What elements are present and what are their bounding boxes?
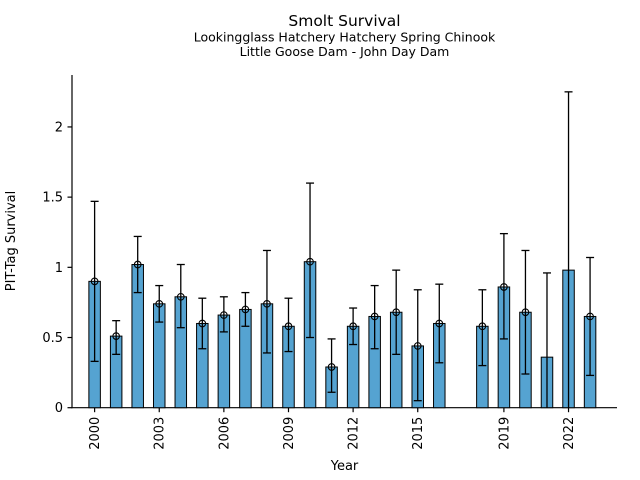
- point-marker-2008: [263, 299, 271, 308]
- point-marker-2016: [435, 319, 444, 328]
- bars-layer: [88, 261, 597, 409]
- y-tick-label: 0: [55, 401, 63, 416]
- point-marker-2019: [500, 283, 508, 291]
- point-marker-2002: [133, 260, 142, 269]
- point-marker-2007: [241, 305, 250, 314]
- x-axis-label: Year: [330, 459, 359, 474]
- point-marker-2014: [392, 308, 401, 317]
- point-marker-2006: [220, 311, 228, 319]
- error-bars-layer: [90, 91, 595, 408]
- point-marker-2005: [198, 319, 207, 328]
- point-marker-2018: [478, 322, 487, 331]
- y-tick-label: 1: [55, 261, 63, 276]
- point-marker-2009: [284, 322, 293, 331]
- point-marker-2000: [90, 277, 99, 286]
- point-marker-2013: [370, 312, 379, 321]
- point-marker-2003: [155, 299, 164, 308]
- point-marker-2001: [112, 332, 121, 340]
- y-axis-label: PIT-Tag Survival: [4, 191, 19, 291]
- axes-layer: 0 0.5 1 1.5 2 2000 2003 2006 2009 2012 2015 2019 202…: [42, 75, 617, 450]
- x-tick-label: 2015: [411, 417, 426, 450]
- x-tick-label: 2022: [562, 417, 577, 450]
- point-marker-2004: [176, 292, 185, 301]
- point-marker-2015: [413, 342, 422, 350]
- point-marker-2023: [586, 312, 594, 321]
- y-tick-label: 1.5: [42, 191, 63, 206]
- x-tick-label: 2006: [217, 417, 232, 450]
- chart-subtitle-line2: Little Goose Dam - John Day Dam: [240, 44, 450, 59]
- point-marker-2011: [327, 363, 336, 371]
- point-marker-2012: [349, 322, 357, 331]
- y-tick-label: 0.5: [42, 331, 63, 346]
- x-tick-label: 2000: [88, 417, 103, 450]
- x-tick-label: 2019: [497, 417, 512, 450]
- chart-title: Smolt Survival: [288, 12, 400, 30]
- y-tick-label: 2: [55, 120, 63, 135]
- point-marker-2010: [306, 257, 314, 266]
- chart-subtitle-line1: Lookingglass Hatchery Hatchery Spring Ch…: [194, 30, 496, 45]
- x-tick-label: 2009: [282, 417, 297, 450]
- x-tick-label: 2003: [153, 417, 168, 450]
- point-marker-2020: [521, 308, 530, 317]
- x-tick-label: 2012: [347, 417, 362, 450]
